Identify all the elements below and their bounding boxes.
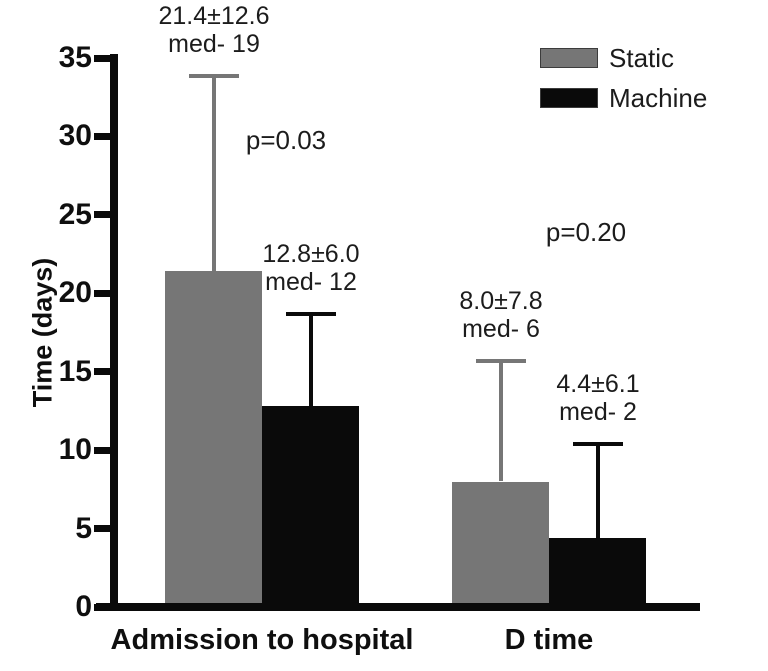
legend: Static Machine <box>540 43 708 113</box>
bar-machine-d-time <box>549 538 646 607</box>
y-tick-15 <box>94 368 110 375</box>
y-tick-5 <box>94 525 110 532</box>
bar-value-label-static-admission-to-hospital: 21.4±12.6 med- 19 <box>124 2 304 58</box>
y-tick-label-20: 20 <box>58 276 92 309</box>
y-tick-25 <box>94 211 110 218</box>
bar-value-label-machine-d-time: 4.4±6.1 med- 2 <box>508 370 688 426</box>
legend-label-static: Static <box>609 43 675 73</box>
y-tick-10 <box>94 447 110 454</box>
legend-item-machine: Machine <box>540 83 708 113</box>
y-tick-30 <box>94 133 110 140</box>
legend-item-static: Static <box>540 43 707 73</box>
error-bar-stem-machine-d-time <box>596 442 600 538</box>
error-bar-stem-machine-admission-to-hospital <box>309 312 313 406</box>
error-bar-cap-machine-admission-to-hospital <box>286 312 336 316</box>
bar-value-label-static-d-time: 8.0±7.8 med- 6 <box>411 287 591 343</box>
error-bar-cap-static-d-time <box>476 359 526 363</box>
bar-value-label-line: med- 19 <box>168 30 260 58</box>
y-tick-20 <box>94 290 110 297</box>
y-tick-label-5: 5 <box>75 512 92 545</box>
bar-value-label-line: med- 12 <box>265 268 357 296</box>
y-tick-label-10: 10 <box>58 433 92 466</box>
y-tick-35 <box>94 55 110 62</box>
y-tick-label-30: 30 <box>58 119 92 152</box>
bar-value-label-line: 21.4±12.6 <box>158 2 270 30</box>
bar-machine-admission-to-hospital <box>262 406 359 607</box>
x-category-label-d-time: D time <box>504 624 594 656</box>
y-tick-label-0: 0 <box>75 590 92 623</box>
bar-value-label-line: 8.0±7.8 <box>459 287 543 315</box>
bar-value-label-line: 12.8±6.0 <box>262 240 360 268</box>
bar-static-admission-to-hospital <box>165 271 262 607</box>
legend-label-machine: Machine <box>609 83 708 113</box>
p-value-label-admission-to-hospital: p=0.03 <box>245 125 327 155</box>
legend-swatch-static <box>540 48 598 68</box>
y-axis-title: Time (days) <box>27 257 58 408</box>
y-tick-label-15: 15 <box>58 355 92 388</box>
error-bar-cap-static-admission-to-hospital <box>189 74 239 78</box>
error-bar-cap-machine-d-time <box>573 442 623 446</box>
bar-static-d-time <box>452 482 549 607</box>
bar-value-label-line: med- 6 <box>462 315 540 343</box>
y-tick-label-35: 35 <box>58 41 92 74</box>
legend-swatch-machine <box>540 88 598 108</box>
y-axis-line <box>110 54 118 611</box>
bar-value-label-line: 4.4±6.1 <box>556 370 640 398</box>
bar-value-label-line: med- 2 <box>559 398 637 426</box>
p-value-label-d-time: p=0.20 <box>545 217 627 247</box>
x-axis-line <box>96 603 700 611</box>
y-tick-label-25: 25 <box>58 198 92 231</box>
x-category-label-admission-to-hospital: Admission to hospital <box>110 624 414 656</box>
error-bar-stem-static-admission-to-hospital <box>212 74 216 272</box>
bar-value-label-machine-admission-to-hospital: 12.8±6.0 med- 12 <box>221 240 401 296</box>
error-bar-stem-static-d-time <box>499 359 503 481</box>
